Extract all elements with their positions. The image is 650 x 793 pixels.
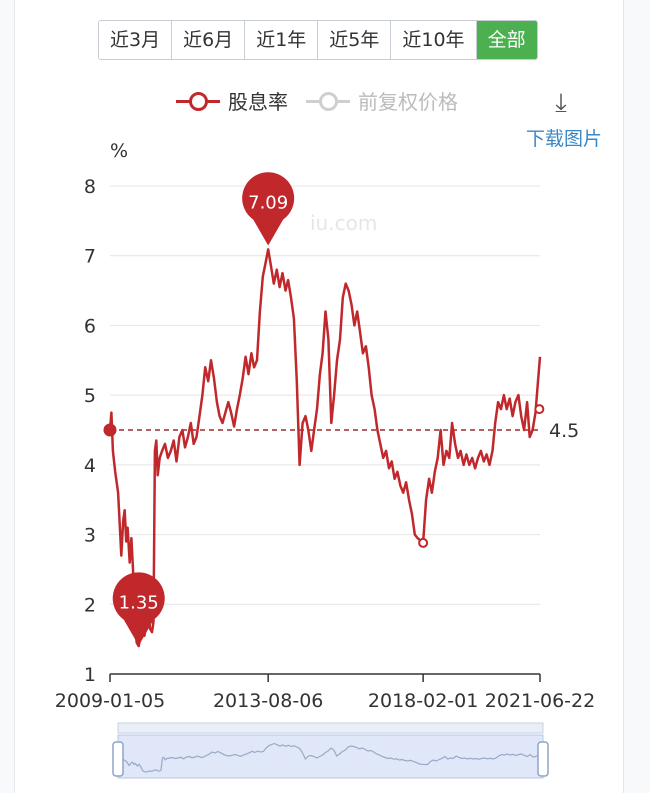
zoom-window [117,734,544,779]
grid [110,185,540,605]
zoom-left-handle[interactable] [112,741,124,777]
average-label: 4.5 [549,420,579,442]
y-axis: 1 2 3 4 5 6 7 8 [84,176,96,686]
point-marker [418,537,429,548]
y-tick-label: 4 [84,455,96,477]
series-group [108,248,542,648]
range-6m-button[interactable]: 近6月 [172,21,246,59]
range-3m-button[interactable]: 近3月 [99,21,173,59]
download-label: 下载图片 [526,128,603,150]
range-selector: 近3月 近6月 近1年 近5年 近10年 全部 [98,20,538,60]
average-line-group: 4.5 [110,420,579,442]
zoom-drag-bar [117,722,544,734]
range-all-button[interactable]: 全部 [476,21,537,59]
y-tick-label: 5 [84,385,96,407]
max-value-pin [242,172,295,246]
x-tick-label: 2009-01-05 [55,690,165,712]
range-10y-button[interactable]: 近10年 [391,21,477,59]
markers-group: 7.09 1.35 [103,172,545,646]
min-value-pin [112,572,165,646]
range-5y-button[interactable]: 近5年 [318,21,392,59]
point-marker [534,404,545,415]
download-image-button[interactable]: ⤓ 下载图片 [526,88,603,151]
y-tick-label: 6 [84,315,96,337]
legend-price-label: 前复权价格 [358,90,458,114]
x-tick-label: 2021-06-22 [485,690,595,712]
x-tick-label: 2013-08-06 [213,690,323,712]
y-tick-label: 1 [84,664,96,686]
min-value-label: 1.35 [119,593,159,614]
y-unit-label: % [110,140,128,162]
legend-dividend-label: 股息率 [228,90,288,114]
right-frame [623,0,650,793]
legend-price-swatch [306,91,350,111]
zoom-preview-line [117,742,544,773]
zoom-right-handle[interactable] [537,741,549,777]
x-axis: 2009-01-05 2013-08-06 2018-02-01 2021-06-22 [55,673,595,712]
start-point-marker [103,423,117,437]
y-tick-label: 2 [84,594,96,616]
legend-dividend-swatch [176,91,220,111]
legend-adjusted-price[interactable]: 前复权价格 [306,86,458,115]
left-frame [0,0,15,793]
y-tick-label: 7 [84,246,96,268]
y-tick-label: 3 [84,525,96,547]
watermark: iu.com [310,211,377,235]
chart-legend: 股息率 前复权价格 [176,86,458,115]
zoom-slider[interactable] [112,722,549,779]
legend-dividend-yield[interactable]: 股息率 [176,86,288,115]
y-tick-label: 8 [84,176,96,198]
range-1y-button[interactable]: 近1年 [245,21,319,59]
max-value-label: 7.09 [248,192,288,213]
download-icon: ⤓ [555,88,567,118]
series-line-dividend-yield [108,248,542,648]
x-tick-label: 2018-02-01 [368,690,478,712]
